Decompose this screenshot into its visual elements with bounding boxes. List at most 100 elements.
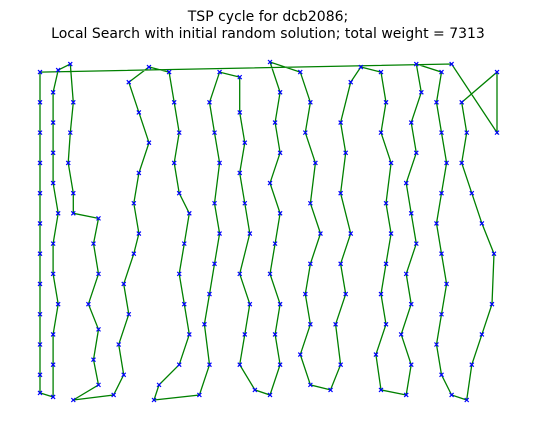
city-marker xyxy=(242,200,248,206)
city-marker xyxy=(111,392,117,398)
city-marker xyxy=(297,352,303,358)
city-marker xyxy=(491,251,497,257)
city-marker xyxy=(373,352,379,358)
city-marker xyxy=(267,180,273,186)
city-marker xyxy=(494,130,500,136)
city-marker xyxy=(277,210,283,216)
city-marker xyxy=(50,150,56,156)
city-marker xyxy=(338,190,344,196)
city-marker xyxy=(70,397,76,403)
city-marker xyxy=(70,99,76,105)
city-marker xyxy=(302,291,308,297)
city-marker xyxy=(171,99,177,105)
city-marker xyxy=(131,251,137,257)
city-marker xyxy=(413,61,419,67)
city-marker xyxy=(50,120,56,125)
city-marker xyxy=(489,301,495,307)
city-marker xyxy=(121,372,127,378)
city-marker xyxy=(459,99,465,105)
city-marker xyxy=(212,200,217,206)
city-marker xyxy=(55,67,61,73)
city-marker xyxy=(358,64,364,70)
city-marker xyxy=(176,130,182,136)
city-marker xyxy=(333,321,339,327)
city-marker xyxy=(272,241,278,247)
city-marker xyxy=(479,331,485,337)
city-marker xyxy=(136,110,142,115)
city-marker xyxy=(50,362,56,368)
city-marker xyxy=(207,99,212,105)
city-marker xyxy=(212,130,217,136)
city-marker xyxy=(121,281,127,287)
city-marker xyxy=(176,271,182,277)
city-marker xyxy=(267,59,273,65)
city-marker xyxy=(383,99,389,105)
city-marker xyxy=(439,372,444,378)
city-marker xyxy=(267,271,273,277)
city-marker xyxy=(207,362,212,368)
city-marker xyxy=(237,110,243,115)
city-marker xyxy=(151,397,157,403)
city-marker xyxy=(146,140,152,146)
city-marker xyxy=(67,130,73,136)
city-marker xyxy=(70,190,76,196)
city-marker xyxy=(469,362,475,368)
city-marker xyxy=(50,271,56,277)
city-marker xyxy=(67,61,73,67)
city-marker xyxy=(96,326,101,332)
city-marker xyxy=(96,382,101,388)
city-marker xyxy=(50,394,56,400)
city-marker xyxy=(181,301,187,307)
city-marker xyxy=(37,311,43,317)
city-marker xyxy=(302,130,308,136)
city-marker xyxy=(444,160,449,166)
city-marker xyxy=(272,120,278,125)
city-marker xyxy=(217,231,222,236)
city-marker xyxy=(307,321,313,327)
city-marker xyxy=(237,170,243,176)
city-marker xyxy=(348,79,354,85)
city-marker xyxy=(408,301,414,307)
city-marker xyxy=(378,69,384,75)
city-marker xyxy=(338,261,344,267)
city-marker xyxy=(439,130,444,136)
city-marker xyxy=(91,241,96,247)
city-marker xyxy=(217,160,222,166)
city-marker xyxy=(338,120,344,125)
city-marker xyxy=(378,291,384,297)
city-marker xyxy=(55,210,61,216)
city-marker xyxy=(343,150,349,156)
city-marker xyxy=(126,79,132,85)
city-marker xyxy=(207,291,212,297)
city-marker xyxy=(469,190,475,196)
city-marker xyxy=(378,130,384,136)
city-marker xyxy=(408,120,414,125)
city-marker xyxy=(37,281,43,287)
city-marker xyxy=(464,130,470,136)
city-marker xyxy=(343,291,349,297)
city-marker xyxy=(378,387,384,393)
chart-title: Local Search with initial random solutio… xyxy=(51,26,485,42)
city-marker xyxy=(307,200,313,206)
city-marker xyxy=(126,311,132,317)
city-marker xyxy=(242,140,248,146)
city-marker xyxy=(383,261,389,267)
city-marker xyxy=(307,382,313,388)
city-marker xyxy=(91,357,96,363)
city-marker xyxy=(242,331,248,337)
city-marker xyxy=(50,331,56,337)
city-marker xyxy=(247,301,253,307)
city-marker xyxy=(418,89,424,95)
city-marker xyxy=(277,301,283,307)
city-marker xyxy=(439,251,444,257)
city-marker xyxy=(50,241,56,247)
city-marker xyxy=(388,160,394,166)
city-marker xyxy=(434,342,439,347)
city-marker xyxy=(85,301,91,307)
city-marker xyxy=(277,89,283,95)
city-marker xyxy=(116,342,122,347)
tour-line xyxy=(39,60,498,401)
city-marker xyxy=(403,180,409,186)
city-marker xyxy=(328,387,333,393)
city-marker xyxy=(312,160,318,166)
